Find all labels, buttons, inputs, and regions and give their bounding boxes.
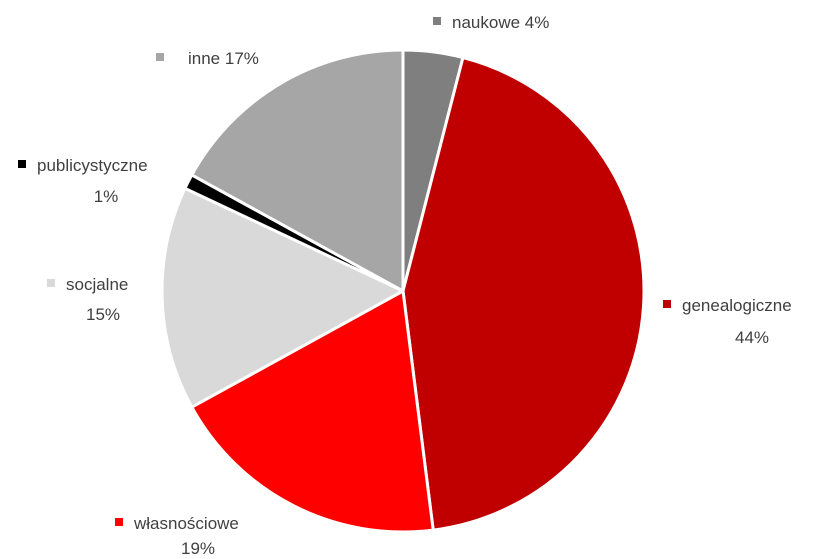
slice-category-label: własnościowe (133, 514, 239, 533)
legend-marker-socjalne (47, 279, 55, 287)
legend-marker-inne (156, 53, 164, 61)
slice-value-label: 44% (735, 328, 769, 347)
legend-marker-genealogiczne (663, 300, 671, 308)
slice-label-text: inne 17% (188, 49, 259, 68)
pie-slice-wlasnosciowe (190, 289, 435, 534)
slice-label-wlasnosciowe: własnościowe 19% (115, 514, 239, 558)
slice-label-genealogiczne: genealogiczne 44% (663, 296, 792, 347)
slice-label-publicystyczne: publicystyczne 1% (18, 156, 148, 206)
slice-category-label: genealogiczne (682, 296, 792, 315)
legend-marker-naukowe (433, 17, 441, 25)
pie-slice-inne (190, 48, 405, 293)
labels-layer: naukowe 4% genealogiczne 44% własnościowe 19… (18, 13, 792, 558)
slice-value-label: 15% (86, 305, 120, 324)
slice-value-label: 19% (181, 539, 215, 558)
legend-marker-publicystyczne (18, 160, 26, 168)
slice-label-naukowe: naukowe 4% (433, 13, 549, 32)
slice-value-label: 1% (94, 187, 119, 206)
slice-category-label: socjalne (66, 275, 128, 294)
slice-category-label: publicystyczne (37, 156, 148, 175)
slice-label-socjalne: socjalne 15% (47, 275, 128, 324)
slice-label-text: naukowe 4% (452, 13, 549, 32)
legend-marker-wlasnosciowe (115, 518, 123, 526)
pie-slice-socjalne (160, 186, 405, 409)
slice-label-inne: inne 17% (156, 49, 259, 68)
pie-slice-genealogiczne (401, 56, 646, 532)
slices-layer (160, 48, 646, 534)
